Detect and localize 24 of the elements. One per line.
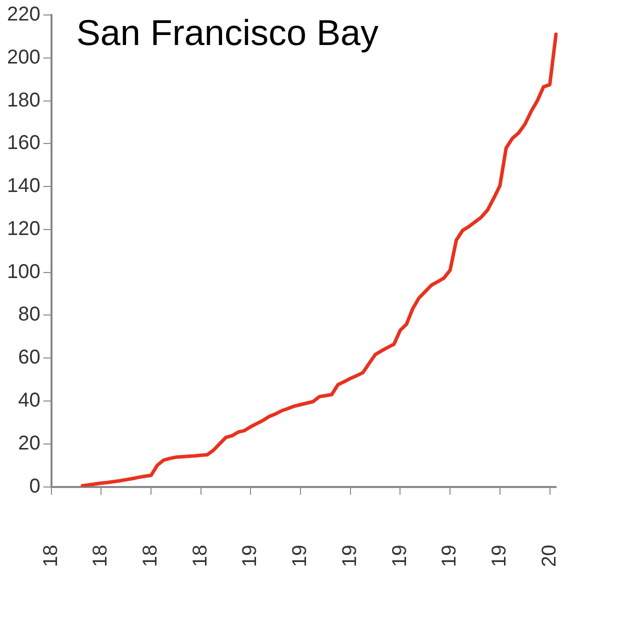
- x-tick-label: 19: [388, 544, 411, 568]
- y-tick-label: 200: [6, 46, 40, 68]
- y-tick-label: 0: [29, 475, 40, 498]
- x-tick-label: 19: [338, 544, 361, 568]
- x-tick-label: 19: [438, 544, 461, 568]
- x-tick-label: 20: [538, 544, 560, 568]
- y-tick-label: 120: [6, 218, 40, 240]
- x-tick-label: 18: [40, 544, 62, 568]
- x-tick-label: 19: [239, 544, 262, 568]
- y-tick-label: 140: [6, 175, 40, 198]
- x-tick-label: 19: [289, 544, 312, 568]
- y-tick-label: 80: [18, 304, 40, 326]
- y-tick-label: 60: [18, 346, 40, 369]
- y-tick-label: 20: [18, 432, 40, 454]
- x-tick-label: 18: [189, 544, 212, 568]
- y-tick-label: 220: [6, 4, 40, 26]
- y-tick-label: 160: [6, 132, 40, 154]
- y-tick-label: 180: [6, 89, 40, 112]
- y-tick-label: 100: [6, 260, 40, 283]
- x-tick-label: 19: [488, 544, 510, 568]
- x-tick-label: 18: [90, 544, 112, 568]
- chart-title: San Francisco Bay: [76, 12, 379, 53]
- y-tick-label: 40: [18, 389, 40, 412]
- x-tick-label: 18: [140, 544, 162, 568]
